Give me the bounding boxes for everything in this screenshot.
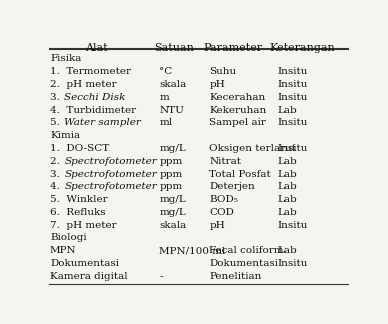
Text: pH: pH [210, 80, 225, 89]
Text: skala: skala [159, 80, 186, 89]
Text: 6.  Refluks: 6. Refluks [50, 208, 106, 217]
Text: 3.: 3. [50, 169, 66, 179]
Text: Spectrofotometer: Spectrofotometer [64, 182, 157, 191]
Text: Spectrofotometer: Spectrofotometer [64, 157, 157, 166]
Text: Kamera digital: Kamera digital [50, 272, 128, 281]
Text: MPN: MPN [50, 246, 76, 255]
Text: Kimia: Kimia [50, 131, 80, 140]
Text: Lab: Lab [277, 157, 297, 166]
Text: Dokumentasi: Dokumentasi [50, 259, 119, 268]
Text: skala: skala [159, 221, 186, 230]
Text: ml: ml [159, 118, 172, 127]
Text: Biologi: Biologi [50, 233, 87, 242]
Text: °C: °C [159, 67, 172, 76]
Text: mg/L: mg/L [159, 144, 186, 153]
Text: Spectrofotometer: Spectrofotometer [64, 169, 157, 179]
Text: Suhu: Suhu [210, 67, 237, 76]
Text: Fecal coliform: Fecal coliform [210, 246, 284, 255]
Text: Insitu: Insitu [277, 259, 307, 268]
Text: mg/L: mg/L [159, 208, 186, 217]
Text: mg/L: mg/L [159, 195, 186, 204]
Text: Lab: Lab [277, 182, 297, 191]
Text: Kekeruhan: Kekeruhan [210, 106, 267, 115]
Text: Lab: Lab [277, 195, 297, 204]
Text: 7.  pH meter: 7. pH meter [50, 221, 117, 230]
Text: Total Posfat: Total Posfat [210, 169, 271, 179]
Text: ppm: ppm [159, 169, 182, 179]
Text: Deterjen: Deterjen [210, 182, 255, 191]
Text: Fisika: Fisika [50, 54, 81, 64]
Text: Lab: Lab [277, 246, 297, 255]
Text: Lab: Lab [277, 208, 297, 217]
Text: Water sampler: Water sampler [64, 118, 141, 127]
Text: Satuan: Satuan [154, 43, 194, 53]
Text: Sampel air: Sampel air [210, 118, 266, 127]
Text: 2.  pH meter: 2. pH meter [50, 80, 117, 89]
Text: Insitu: Insitu [277, 118, 307, 127]
Text: ppm: ppm [159, 182, 182, 191]
Text: Lab: Lab [277, 106, 297, 115]
Text: 3.: 3. [50, 93, 66, 102]
Text: -: - [159, 272, 163, 281]
Text: ppm: ppm [159, 157, 182, 166]
Text: Oksigen terlarut: Oksigen terlarut [210, 144, 296, 153]
Text: Alat: Alat [85, 43, 108, 53]
Text: Insitu: Insitu [277, 67, 307, 76]
Text: BOD₅: BOD₅ [210, 195, 238, 204]
Text: COD: COD [210, 208, 234, 217]
Text: 1.  DO-SCT: 1. DO-SCT [50, 144, 109, 153]
Text: Insitu: Insitu [277, 93, 307, 102]
Text: Insitu: Insitu [277, 144, 307, 153]
Text: Parameter: Parameter [204, 43, 263, 53]
Text: 5.: 5. [50, 118, 66, 127]
Text: pH: pH [210, 221, 225, 230]
Text: 2.: 2. [50, 157, 66, 166]
Text: MPN/100 ml: MPN/100 ml [159, 246, 225, 255]
Text: NTU: NTU [159, 106, 184, 115]
Text: Insitu: Insitu [277, 221, 307, 230]
Text: 4.  Turbidimeter: 4. Turbidimeter [50, 106, 136, 115]
Text: 1.  Termometer: 1. Termometer [50, 67, 131, 76]
Text: Secchi Disk: Secchi Disk [64, 93, 126, 102]
Text: Nitrat: Nitrat [210, 157, 241, 166]
Text: Lab: Lab [277, 169, 297, 179]
Text: Keterangan: Keterangan [270, 43, 336, 53]
Text: Penelitian: Penelitian [210, 272, 262, 281]
Text: Dokumentasi: Dokumentasi [210, 259, 278, 268]
Text: m: m [159, 93, 169, 102]
Text: Kecerahan: Kecerahan [210, 93, 266, 102]
Text: Insitu: Insitu [277, 80, 307, 89]
Text: 5.  Winkler: 5. Winkler [50, 195, 107, 204]
Text: 4.: 4. [50, 182, 66, 191]
